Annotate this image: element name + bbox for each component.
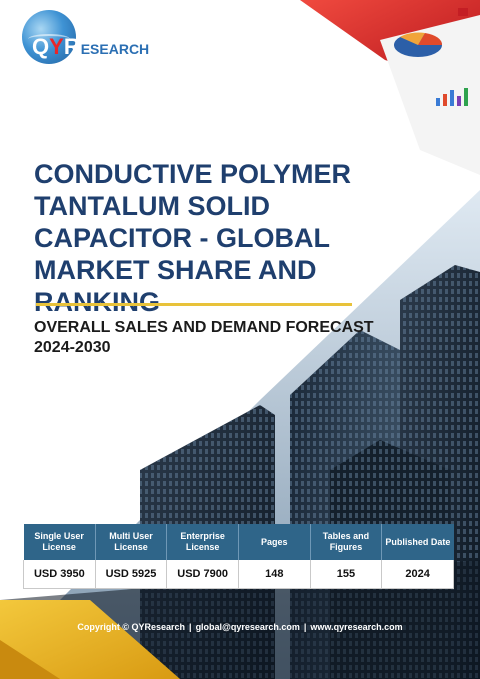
yellow-corner-shade	[0, 640, 60, 679]
globe-icon	[22, 10, 76, 64]
value-tables-figures: 155	[310, 560, 383, 589]
pricing-table: Single User License Multi User License E…	[23, 524, 454, 589]
footer: Copyright © QYResearch | global@qyresearch…	[0, 622, 480, 632]
value-pages: 148	[238, 560, 311, 589]
header-single-user: Single User License	[23, 524, 96, 560]
title-divider	[36, 303, 352, 306]
report-title: CONDUCTIVE POLYMER TANTALUM SOLID CAPACI…	[34, 159, 352, 317]
pie-chart-graphic	[394, 32, 443, 57]
logo-wordmark: QYRESEARCH	[32, 34, 150, 59]
qyresearch-logo[interactable]: QYRESEARCH	[22, 10, 149, 70]
bar-chart-graphic	[436, 88, 468, 106]
footer-separator: |	[189, 622, 192, 632]
footer-separator: |	[303, 622, 307, 632]
header-tables-figures: Tables and Figures	[310, 524, 383, 560]
header-published-date: Published Date	[381, 524, 454, 560]
report-subtitle: OVERALL SALES AND DEMAND FORECAST 2024-2…	[34, 319, 374, 356]
header-multi-user: Multi User License	[95, 524, 168, 560]
yellow-corner	[0, 600, 180, 679]
header-pages: Pages	[238, 524, 311, 560]
price-multi-user[interactable]: USD 5925	[95, 560, 168, 589]
pricing-value-row: USD 3950 USD 5925 USD 7900 148 155 2024	[23, 560, 454, 589]
website-link[interactable]: www.qyresearch.com	[310, 622, 403, 632]
email-link[interactable]: global@qyresearch.com	[195, 622, 300, 632]
price-enterprise[interactable]: USD 7900	[166, 560, 239, 589]
pricing-header-row: Single User License Multi User License E…	[23, 524, 454, 560]
header-enterprise: Enterprise License	[166, 524, 239, 560]
red-chip	[458, 8, 468, 16]
copyright-text: Copyright © QYResearch	[77, 622, 186, 632]
value-published-date: 2024	[381, 560, 454, 589]
price-single-user[interactable]: USD 3950	[23, 560, 96, 589]
